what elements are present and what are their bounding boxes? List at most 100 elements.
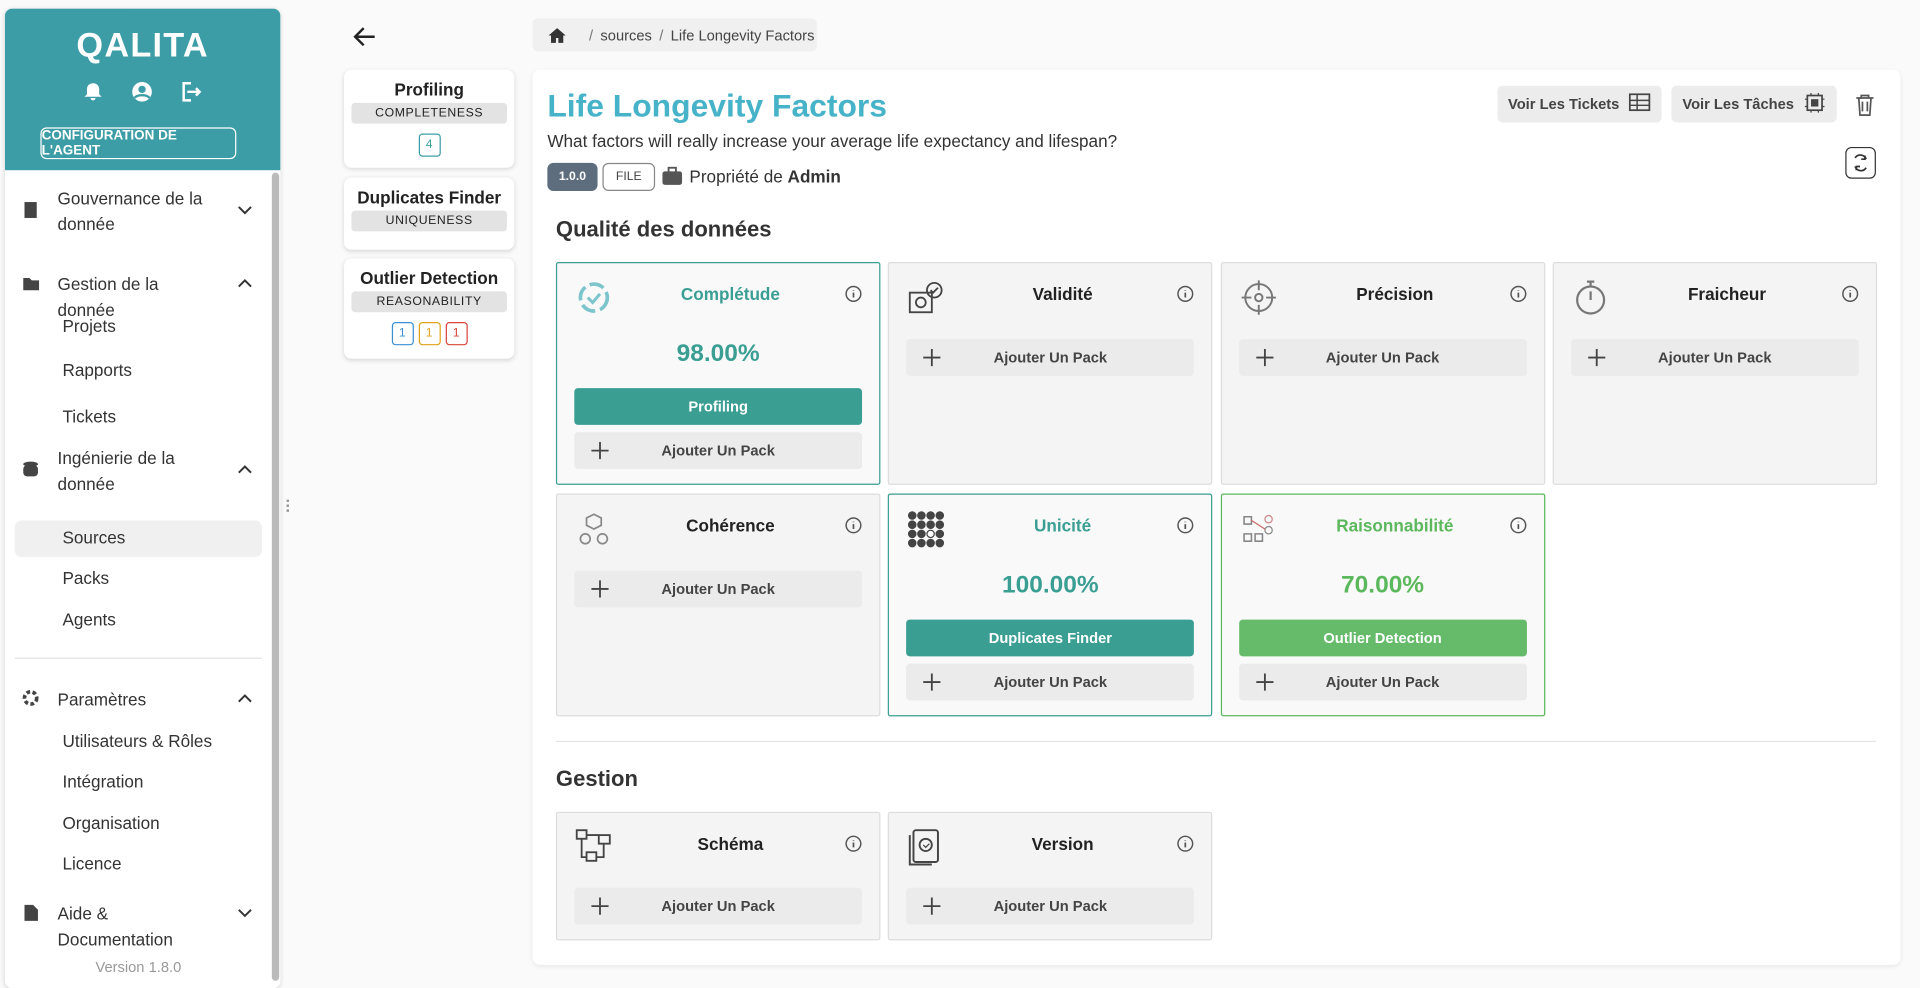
plus-icon [590,896,610,919]
add-pack-label: Ajouter Un Pack [1657,348,1772,367]
dimension-name: Précision [1356,284,1434,304]
dimension-icon [574,828,613,873]
resize-handle[interactable] [286,499,294,512]
add-pack-label: Ajouter Un Pack [993,673,1108,691]
menu-item[interactable]: Sources [62,527,126,548]
dimension-name: Fraicheur [1687,284,1767,304]
info-icon-svg [845,517,862,534]
pack-card[interactable]: Outlier Detection REASONABILITY 1 1 1 [344,258,515,359]
type-badge: FILE [602,162,656,192]
sidebar-header: QALITA CONFIGURATION DE L'AGENT [4,8,281,171]
chevron-svg [238,909,252,918]
menu-item[interactable]: Agents [62,609,116,630]
menu-icon-svg [24,904,38,921]
add-pack-button[interactable]: Ajouter Un Pack [1570,339,1859,376]
section-title: Gestion [555,766,638,792]
menu-item[interactable]: Utilisateurs & Rôles [62,731,213,751]
menu-item[interactable]: Organisation [62,813,160,833]
plus-icon [590,441,610,464]
add-pack-button[interactable]: Ajouter Un Pack [574,432,863,469]
pack-name: Outlier Detection [360,268,499,288]
plus-icon [1255,672,1275,695]
dimension-icon-svg [578,282,610,313]
add-pack-button[interactable]: Ajouter Un Pack [1238,339,1527,376]
chevron [235,460,255,486]
info-icon-svg [1177,517,1194,534]
menu-item[interactable]: Projets [62,315,116,336]
pack-name: Duplicates Finder [357,187,502,207]
dimension-card: Schéma Ajouter Un Pack [555,811,881,941]
chevron [235,689,255,715]
add-pack-button[interactable]: Ajouter Un Pack [906,887,1195,925]
dimension-card: Précision Ajouter Un Pack [1220,262,1545,485]
header-icons [84,82,202,102]
menu-group[interactable]: Ingénierie de la donnée [57,448,175,494]
plus-icon-svg [923,348,941,367]
button-icon-svg [1629,92,1651,111]
section-title: Qualité des données [555,216,772,242]
back-button[interactable] [351,24,378,48]
add-pack-label: Ajouter Un Pack [661,897,775,915]
dimension-icon [906,828,945,873]
crumb-item[interactable]: sources [600,26,652,44]
crumb-sep: / [588,26,594,44]
title: Life Longevity Factors [547,86,888,124]
button-icon-svg [1804,92,1825,113]
chevron-svg [238,279,252,288]
info-icon-svg [1177,835,1194,852]
pack-card[interactable]: Profiling COMPLETENESS 4 [344,69,515,168]
plus-icon [1255,348,1275,371]
menu-group[interactable]: Paramètres [57,689,147,709]
add-pack-button[interactable]: Ajouter Un Pack [906,339,1195,376]
plus-icon [1587,348,1607,371]
menu-icon-svg [23,277,40,291]
home-icon[interactable] [533,26,582,43]
menu-item[interactable]: Licence [62,853,122,874]
menu-item[interactable]: Tickets [62,406,117,427]
dimension-icon [906,509,945,554]
header-button[interactable]: Voir Les Tickets [1497,85,1662,123]
delete-button[interactable] [1854,93,1876,117]
pack-button[interactable]: Profiling [574,388,863,425]
chevron-svg [238,694,252,703]
menu-item[interactable]: Intégration [62,771,144,792]
menu-group[interactable]: Aide & Documentation [57,903,173,949]
refresh-icon [1854,154,1867,172]
plus-icon-svg [591,897,609,915]
badge: 1 [391,322,414,346]
add-pack-button[interactable]: Ajouter Un Pack [574,887,863,925]
button-label: Voir Les Tâches [1682,95,1794,113]
dimension-card: Raisonnabilité 70.00% Outlier Detection Ajo… [1220,493,1545,717]
plus-icon [922,348,942,371]
menu-item[interactable]: Rapports [62,360,133,380]
dimension-name: Validité [1032,284,1093,304]
badge: 1 [445,322,468,346]
pack-button[interactable]: Duplicates Finder [906,619,1195,657]
add-pack-button[interactable]: Ajouter Un Pack [906,663,1195,701]
pack-card[interactable]: Duplicates Finder UNIQUENESS [344,177,515,250]
menu-group[interactable]: Gestion de la donnée [57,274,159,320]
menu-icon [22,201,39,225]
pack-button[interactable]: Outlier Detection [1238,619,1527,657]
add-pack-button[interactable]: Ajouter Un Pack [574,570,863,608]
header-button[interactable]: Voir Les Tâches [1671,85,1837,123]
menu-group[interactable]: Gouvernance de la donnée [57,188,203,234]
chevron [235,274,255,300]
refresh-button[interactable] [1845,146,1876,179]
add-pack-label: Ajouter Un Pack [993,897,1108,915]
plus-icon-svg [1255,673,1273,691]
menu-icon-svg [23,461,38,477]
info-icon [1177,835,1194,858]
info-icon [845,285,862,308]
owner: Propriété de Admin [689,167,841,187]
agent-config-button[interactable]: CONFIGURATION DE L'AGENT [40,127,237,160]
dimension-card: Fraicheur Ajouter Un Pack [1552,262,1878,485]
menu-icon [22,904,39,928]
dimension-name: Complétude [680,284,780,304]
dimension-icon-svg [908,511,945,548]
menu-item[interactable]: Packs [62,568,110,588]
add-pack-button[interactable]: Ajouter Un Pack [1238,663,1527,701]
main-panel: Life Longevity Factors What factors will… [532,69,1901,965]
